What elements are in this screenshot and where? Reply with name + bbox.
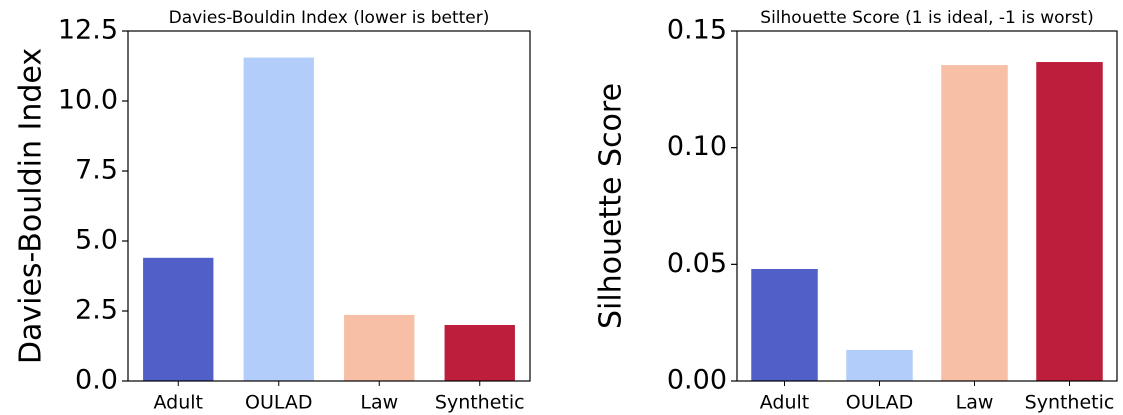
- axes-frame: [127, 30, 531, 382]
- y-tick-label: 2.5: [75, 295, 118, 326]
- y-tick-label: 10.0: [58, 85, 118, 116]
- bar: [444, 325, 515, 381]
- bar: [751, 269, 818, 381]
- y-tick-label: 0.10: [667, 131, 727, 162]
- y-tick-label: 0.0: [75, 365, 118, 396]
- y-axis-label: Silhouette Score: [594, 83, 629, 329]
- y-tick-label: 0.15: [667, 15, 727, 46]
- x-tick-label: Law: [956, 392, 994, 414]
- x-tick-label: Adult: [760, 392, 810, 414]
- y-tick-label: 12.5: [58, 15, 118, 46]
- y-tick-label: 0.00: [667, 365, 727, 396]
- bar: [344, 314, 415, 381]
- chart-title: Silhouette Score (1 is ideal, -1 is wors…: [760, 8, 1093, 28]
- x-tick-label: Synthetic: [1025, 392, 1115, 414]
- x-tick-label: OULAD: [245, 392, 313, 414]
- axes-frame: [736, 30, 1118, 382]
- bar: [941, 65, 1008, 382]
- bar: [243, 57, 314, 381]
- x-tick-label: Law: [360, 392, 398, 414]
- bar: [1036, 62, 1103, 382]
- y-axis-label: Davies-Bouldin Index: [14, 48, 49, 364]
- y-tick-label: 0.05: [667, 248, 727, 279]
- x-tick-label: OULAD: [846, 392, 914, 414]
- x-tick-label: Adult: [154, 392, 204, 414]
- y-tick-label: 5.0: [75, 225, 118, 256]
- bar: [846, 349, 913, 381]
- bar: [143, 257, 214, 381]
- chart-title: Davies-Bouldin Index (lower is better): [169, 8, 490, 28]
- y-tick-label: 7.5: [75, 155, 118, 186]
- x-tick-label: Synthetic: [435, 392, 525, 414]
